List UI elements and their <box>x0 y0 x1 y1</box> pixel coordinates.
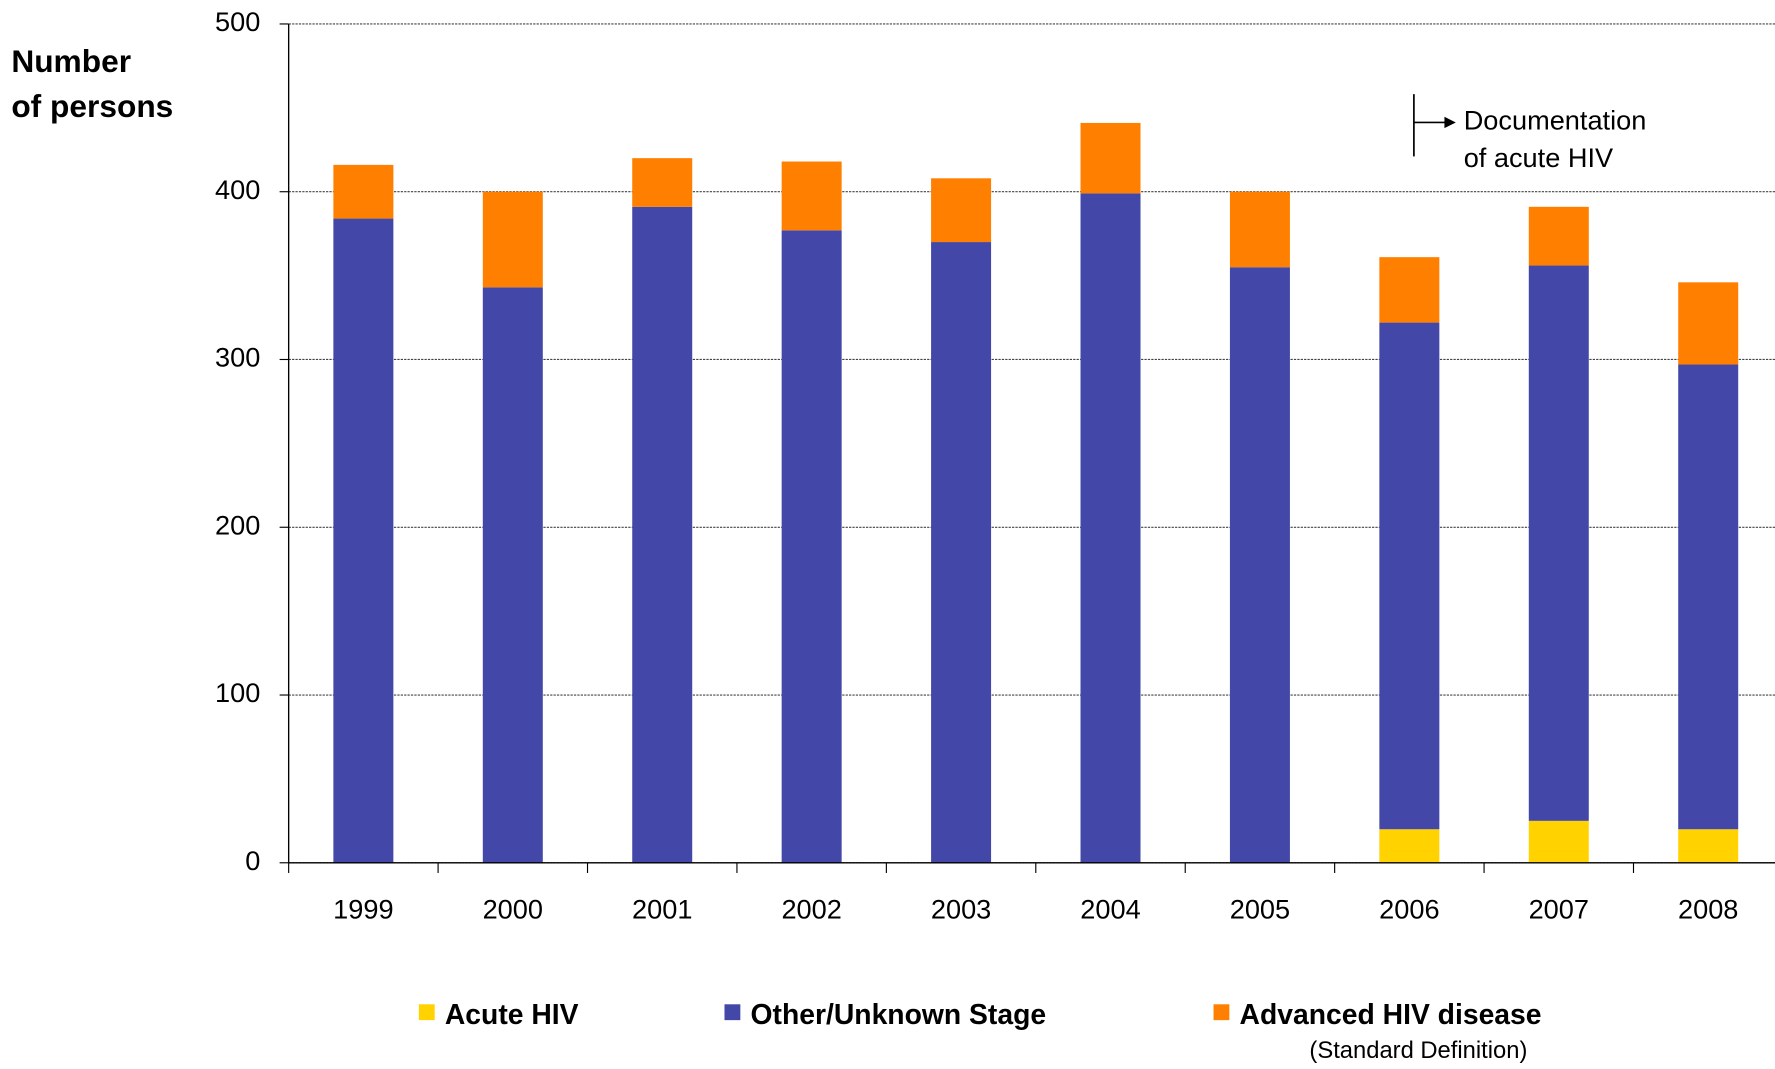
bar-segment <box>1528 206 1589 266</box>
legend-label: Advanced HIV disease <box>1240 998 1542 1030</box>
bar-segment <box>1678 829 1739 863</box>
y-tick-label: 200 <box>215 509 260 540</box>
x-tick-label: 2003 <box>931 894 991 925</box>
legend-swatch <box>1213 1004 1230 1021</box>
bar-segment <box>482 191 543 288</box>
annotation: Documentation <box>1464 105 1647 136</box>
bar-segment <box>1528 820 1589 863</box>
bar-segment <box>1528 265 1589 821</box>
x-tick-label: 2006 <box>1379 894 1439 925</box>
bar-segment <box>781 161 842 231</box>
bar-segment <box>632 158 693 207</box>
x-tick-label: 2004 <box>1080 894 1140 925</box>
annotation: of acute HIV <box>1464 142 1613 173</box>
legend-swatch <box>418 1004 435 1021</box>
y-tick-label: 300 <box>215 342 260 373</box>
annotation-arrowhead <box>1444 116 1456 129</box>
x-tick-label: 2007 <box>1529 894 1589 925</box>
bar-segment <box>1678 364 1739 830</box>
x-tick-label: 2002 <box>781 894 841 925</box>
x-tick-label: 2000 <box>483 894 543 925</box>
bar-segment <box>632 206 693 863</box>
legend-label: Acute HIV <box>445 998 579 1030</box>
bar-segment <box>931 242 992 863</box>
legend-swatch <box>724 1004 741 1021</box>
bar-segment <box>1229 191 1290 268</box>
bar-segment <box>781 230 842 863</box>
bar-segment <box>1080 193 1141 863</box>
bar-segment <box>482 287 543 863</box>
bar-segment <box>1379 829 1440 863</box>
bar-segment <box>931 178 992 243</box>
y-tick-label: 400 <box>215 174 260 205</box>
bar-segment <box>333 218 394 863</box>
y-tick-label: 500 <box>215 6 260 37</box>
x-tick-label: 1999 <box>333 894 393 925</box>
y-tick-label: 0 <box>245 845 260 876</box>
bar-segment <box>1379 322 1440 830</box>
bar-segment <box>1379 257 1440 323</box>
x-tick-label: 2005 <box>1230 894 1290 925</box>
bar-segment <box>1229 267 1290 863</box>
legend-label: Other/Unknown Stage <box>751 998 1047 1030</box>
y-axis-label: of persons <box>11 88 173 124</box>
legend-note: (Standard Definition) <box>1309 1037 1527 1064</box>
x-tick-label: 2008 <box>1678 894 1738 925</box>
y-tick-label: 100 <box>215 677 260 708</box>
bar-segment <box>333 164 394 219</box>
x-tick-label: 2001 <box>632 894 692 925</box>
y-axis-label: Number <box>11 43 131 79</box>
bar-segment <box>1678 282 1739 365</box>
bar-segment <box>1080 122 1141 194</box>
